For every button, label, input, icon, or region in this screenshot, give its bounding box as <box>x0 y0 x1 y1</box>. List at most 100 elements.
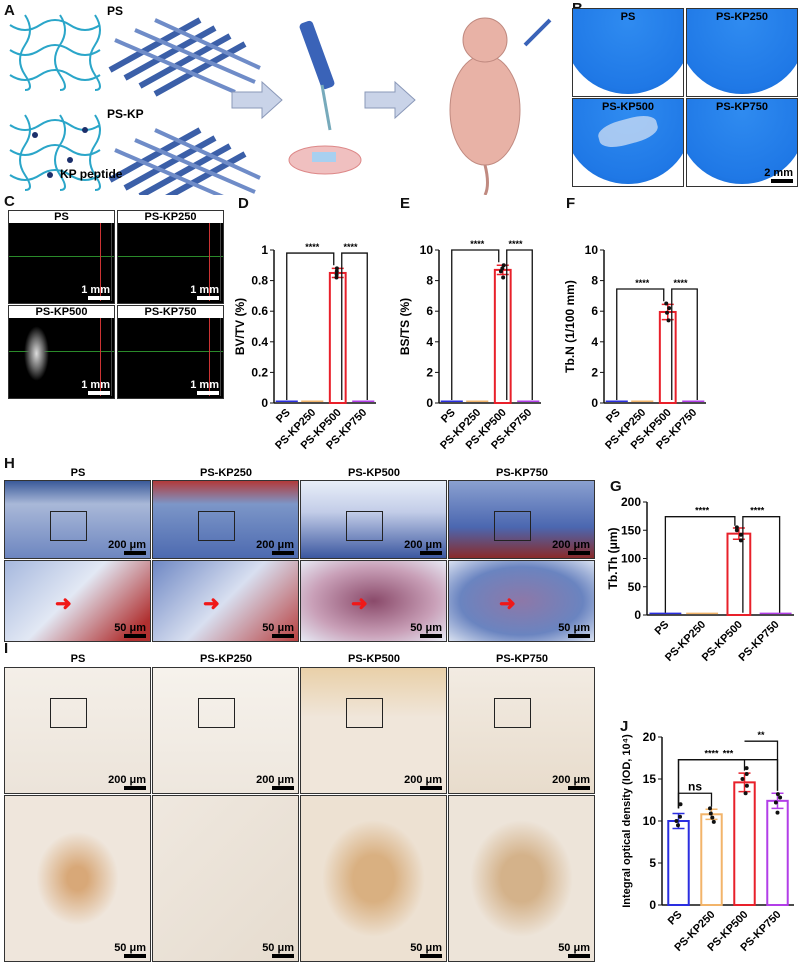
x-tick-label: PS <box>604 407 623 426</box>
y-tick-label: 15 <box>643 772 657 786</box>
scale-bar-line <box>420 551 442 555</box>
scale-bar: 50 μm <box>262 942 294 958</box>
significance-bracket <box>664 516 736 613</box>
cell-title: PS-KP750 <box>716 101 768 113</box>
significance-bracket <box>286 252 335 400</box>
cell-title: PS-KP250 <box>118 211 223 223</box>
h-image-ps-kp250-row1: 200 μm <box>152 480 299 559</box>
data-point <box>674 819 679 823</box>
significance-label: **** <box>704 749 719 759</box>
y-axis-label: Tb.Th (μm) <box>606 528 620 590</box>
y-tick-label: 0 <box>426 396 433 410</box>
significance-bracket <box>744 740 779 791</box>
schematic-illustration <box>9 14 552 195</box>
scale-bar-line <box>124 551 146 555</box>
x-tick-label: PS <box>666 909 685 928</box>
y-tick-label: 0.8 <box>251 274 268 288</box>
scale-bar-line <box>771 179 793 183</box>
data-point <box>498 269 503 274</box>
i-image-ps-kp500-row2: 50 μm <box>300 795 447 962</box>
data-point <box>334 266 339 271</box>
y-tick-label: 100 <box>621 552 641 566</box>
crosshair <box>118 256 223 257</box>
data-point <box>500 266 505 271</box>
data-point <box>678 802 683 807</box>
zoom-box <box>346 698 383 728</box>
bar-ps-kp250 <box>700 813 723 906</box>
scale-bar: 200 μm <box>404 539 442 555</box>
data-point <box>676 823 680 828</box>
data-point <box>708 806 712 811</box>
y-tick-label: 10 <box>585 243 599 257</box>
y-tick-label: 10 <box>643 814 657 828</box>
microct-image-ps-kp250: PS-KP250 1 mm <box>117 210 224 304</box>
h-image-ps-kp750-row2: ➜ 50 μm <box>448 560 595 642</box>
scale-bar: 1 mm <box>81 379 110 395</box>
side-view <box>209 221 221 301</box>
x-tick-label: PS <box>274 407 293 426</box>
scaffold-disc <box>687 99 797 184</box>
significance-bracket <box>677 792 713 809</box>
column-title-ps-kp250: PS-KP250 <box>200 653 252 665</box>
significance-label: **** <box>305 242 320 252</box>
scale-bar: 1 mm <box>81 284 110 300</box>
y-tick-label: 0.4 <box>251 335 268 349</box>
scaffold-pskp-icon <box>108 127 261 195</box>
side-view <box>209 316 221 396</box>
bar-ps-kp500 <box>493 268 512 404</box>
y-tick-label: 6 <box>591 304 598 318</box>
scale-bar-line <box>568 786 590 790</box>
data-point <box>710 815 715 820</box>
h-image-ps-kp500-row1: 200 μm <box>300 480 447 559</box>
bar-ps-kp500 <box>328 271 347 405</box>
scale-bar: 50 μm <box>558 622 590 638</box>
significance-bracket <box>671 288 698 400</box>
x-tick-label: PS <box>653 619 672 638</box>
i-image-ps-kp250-row2: 50 μm <box>152 795 299 962</box>
zoom-box <box>198 511 235 541</box>
significance-bracket <box>742 516 781 613</box>
y-tick-label: 200 <box>621 495 641 509</box>
data-point <box>667 306 672 311</box>
h-image-ps-kp750-row1: 200 μm <box>448 480 595 559</box>
significance-label: **** <box>343 242 358 252</box>
red-arrow-icon: ➜ <box>499 593 516 615</box>
y-tick-label: 50 <box>628 580 642 594</box>
bar-ps-kp500 <box>726 532 752 616</box>
red-arrow-icon: ➜ <box>55 593 72 615</box>
scale-bar: 1 mm <box>190 379 219 395</box>
data-point <box>665 310 670 315</box>
h-image-ps-row1: 200 μm <box>4 480 151 559</box>
data-point <box>775 810 780 815</box>
data-point <box>775 792 780 797</box>
panel-label-h: H <box>4 455 15 472</box>
scale-bar-line <box>124 634 146 638</box>
y-tick-label: 8 <box>426 274 433 288</box>
cell-title: PS <box>9 211 114 223</box>
panel-label-i: I <box>4 640 9 657</box>
crosshair <box>118 351 223 352</box>
data-point <box>334 272 339 277</box>
zoom-box <box>50 698 87 728</box>
scaffold-photo-ps: PS <box>572 8 684 97</box>
scaffold-photo-ps-kp500: PS-KP500 <box>572 98 684 187</box>
scale-bar-line <box>124 786 146 790</box>
cell-title: PS-KP500 <box>602 101 654 113</box>
cell-title: PS-KP250 <box>716 11 768 23</box>
red-arrow-icon: ➜ <box>203 593 220 615</box>
data-point <box>501 263 506 268</box>
red-arrow-icon: ➜ <box>351 593 368 615</box>
scalpel-icon <box>523 18 552 47</box>
y-tick-label: 10 <box>420 243 434 257</box>
scaffold-disc <box>573 9 683 94</box>
i-image-ps-kp500-row1: 200 μm <box>300 667 447 794</box>
significance-label: ** <box>757 730 765 740</box>
significance-label: **** <box>635 278 650 288</box>
data-point <box>738 538 743 543</box>
significance-label: **** <box>673 278 688 288</box>
scale-bar-line <box>272 786 294 790</box>
scale-bar: 50 μm <box>262 622 294 638</box>
